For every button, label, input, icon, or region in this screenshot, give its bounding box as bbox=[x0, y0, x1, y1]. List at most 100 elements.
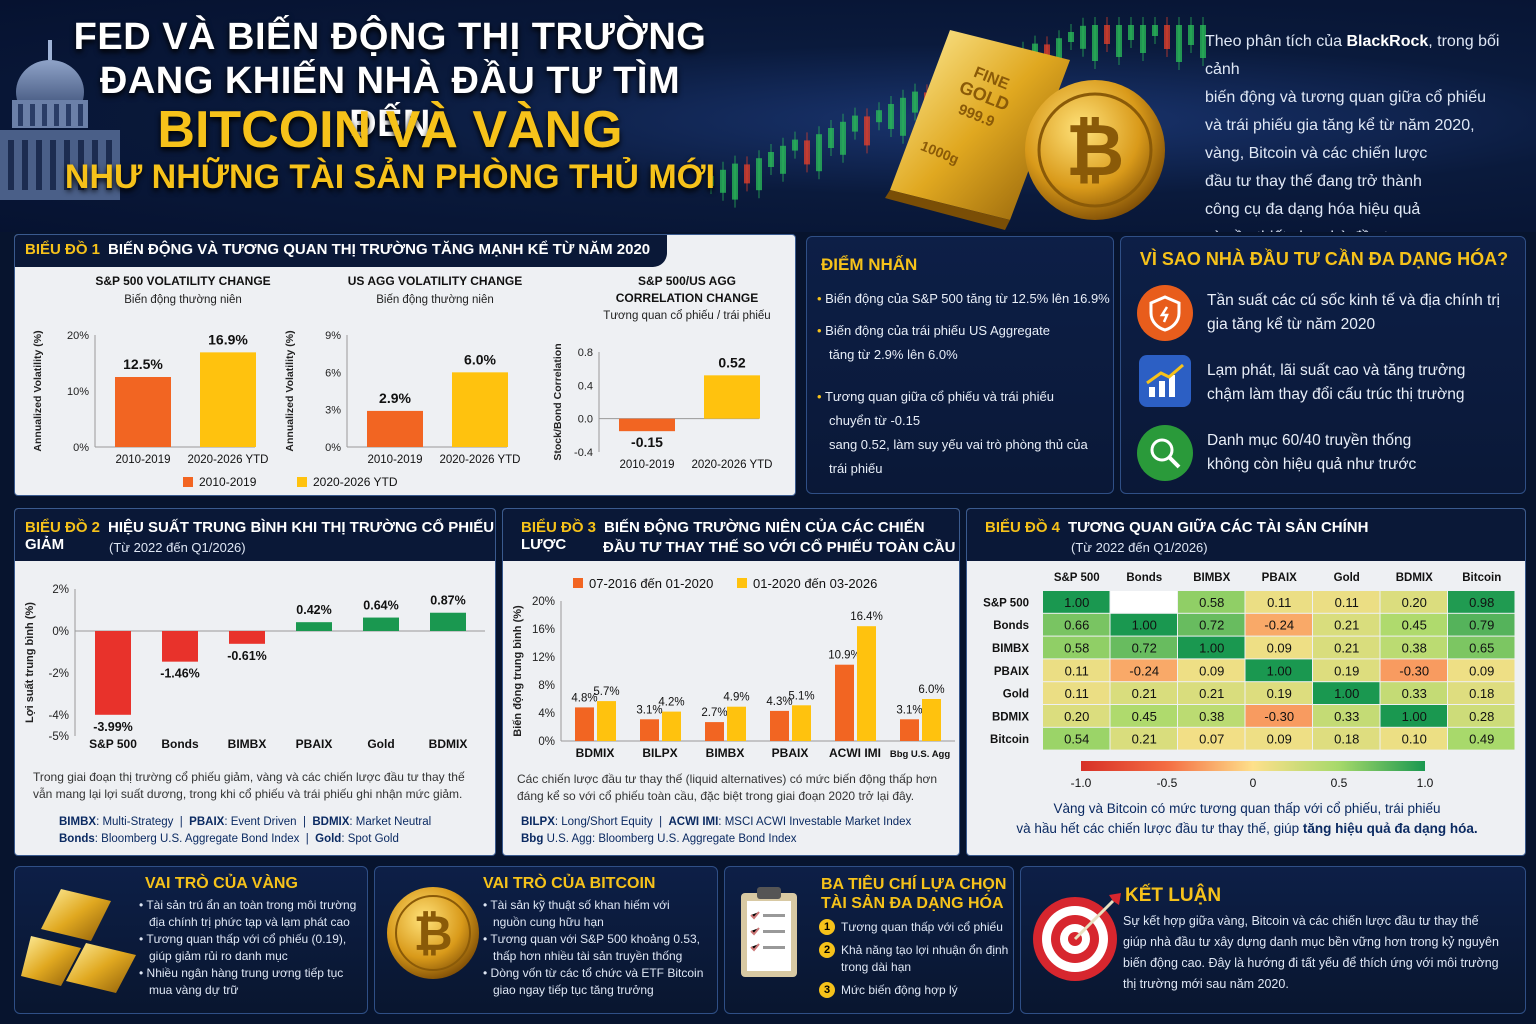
data-label: 3.1% bbox=[896, 704, 922, 716]
bitcoin-icon: ₿ bbox=[387, 887, 479, 979]
gold-role-title: VAI TRÒ CỦA VÀNG bbox=[145, 875, 298, 892]
y-axis-label: Annualized Volatility (%) bbox=[284, 330, 296, 451]
candle-body bbox=[1140, 25, 1146, 53]
data-label: 5.7% bbox=[593, 686, 619, 698]
data-label: 2.7% bbox=[701, 707, 727, 719]
candle-body bbox=[900, 97, 906, 136]
hero-title-line3: BITCOIN VÀ VÀNG bbox=[157, 101, 623, 159]
heatmap-row-label: Gold bbox=[1003, 689, 1029, 701]
conclusion-text: Sự kết hợp giữa vàng, Bitcoin và các chi… bbox=[1123, 914, 1499, 991]
candle-body bbox=[720, 169, 726, 193]
heatmap-value: 0.54 bbox=[1064, 732, 1089, 747]
heatmap-cell bbox=[1110, 591, 1177, 613]
candle-body bbox=[852, 115, 858, 132]
heatmap-value: 1.00 bbox=[1402, 709, 1427, 724]
bar bbox=[367, 410, 423, 447]
heatmap-cell bbox=[1380, 682, 1447, 704]
legend-label: 07-2016 đến 01-2020 bbox=[589, 576, 713, 591]
y-tick-label: -0.4 bbox=[574, 447, 593, 459]
bar bbox=[704, 375, 760, 419]
heatmap-value: 1.00 bbox=[1334, 686, 1359, 701]
heatmap-row-label: BDMIX bbox=[992, 711, 1029, 723]
bar bbox=[770, 710, 789, 741]
chart2-caption: Trong giai đoạn thị trường cổ phiếu giảm… bbox=[33, 770, 465, 801]
candle-body bbox=[840, 121, 846, 155]
data-label: 0.87% bbox=[430, 594, 465, 608]
candle-body bbox=[876, 110, 882, 123]
legend-swatch bbox=[183, 477, 193, 487]
heatmap-row-label: PBAIX bbox=[994, 666, 1029, 678]
candle-body bbox=[1056, 38, 1062, 66]
heatmap-value: -0.24 bbox=[1129, 663, 1159, 678]
btc-role-panel: ₿ VAI TRÒ CỦA BITCOIN • Tài sản kỹ thuật… bbox=[374, 866, 718, 1014]
heatmap-value: 0.21 bbox=[1334, 641, 1359, 656]
heatmap-value: 0.19 bbox=[1334, 663, 1359, 678]
heatmap-cell bbox=[1380, 613, 1447, 636]
y-tick-label: 0.8 bbox=[578, 347, 593, 359]
data-label: 5.1% bbox=[788, 690, 814, 702]
why-panel: VÌ SAO NHÀ ĐẦU TƯ CẦN ĐA DẠNG HÓA? Tần s… bbox=[1120, 236, 1526, 494]
heatmap-value: 1.00 bbox=[1064, 595, 1089, 610]
heatmap-cell bbox=[1110, 613, 1177, 636]
bar bbox=[430, 612, 466, 631]
heatmap-cell bbox=[1178, 659, 1245, 682]
y-axis-label: Annualized Volatility (%) bbox=[32, 330, 44, 451]
heatmap-value: 0.72 bbox=[1199, 618, 1224, 633]
heatmap-cell bbox=[1178, 591, 1245, 613]
y-tick-label: 0% bbox=[73, 442, 89, 454]
mini-chart-title: S&P 500 VOLATILITY CHANGE bbox=[95, 274, 270, 288]
legend-label: 2010-2019 bbox=[199, 475, 257, 489]
heatmap-col-label: BIMBX bbox=[1193, 572, 1230, 584]
y-tick-label: 10% bbox=[67, 386, 89, 398]
candle-body bbox=[912, 91, 918, 113]
heatmap-col-label: Bitcoin bbox=[1462, 572, 1501, 584]
x-tick-label: 2010-2019 bbox=[116, 454, 171, 466]
btc-role-list: • Tài sản kỹ thuật số khan hiếm với nguồn… bbox=[483, 898, 704, 997]
heatmap-value: 0.45 bbox=[1132, 709, 1157, 724]
y-tick-label: 0.4 bbox=[578, 380, 593, 392]
x-tick-label: 2010-2019 bbox=[368, 454, 423, 466]
heatmap-value: 0.11 bbox=[1267, 595, 1291, 610]
heatmap-value: 0.11 bbox=[1335, 595, 1359, 610]
bar bbox=[452, 372, 508, 447]
data-label: 16.9% bbox=[208, 331, 248, 347]
x-tick-label: PBAIX bbox=[772, 746, 809, 760]
heatmap-cell bbox=[1110, 636, 1177, 659]
bar bbox=[922, 699, 941, 741]
heatmap-cell bbox=[1313, 727, 1380, 750]
heatmap-cell bbox=[1043, 591, 1110, 613]
heatmap-cell bbox=[1448, 682, 1515, 704]
chart2-subtitle: (Từ 2022 đến Q1/2026) bbox=[109, 540, 246, 555]
candle-body bbox=[1116, 25, 1122, 57]
chart3-svg: 07-2016 đến 01-2020 01-2020 đến 03-2026 0%… bbox=[512, 576, 955, 760]
candle-body bbox=[816, 134, 822, 172]
data-label: 0.52 bbox=[718, 354, 745, 370]
hero-intro: Theo phân tích của BlackRock, trong bối … bbox=[1205, 33, 1500, 232]
heatmap-cell bbox=[1110, 659, 1177, 682]
y-axis-label: Biến động trung bình (%) bbox=[512, 605, 524, 737]
candle-body bbox=[1044, 44, 1050, 59]
heatmap-cell bbox=[1110, 727, 1177, 750]
criteria-panel: BA TIÊU CHÍ LỰA CHỌN TÀI SẢN ĐA DẠNG HÓA … bbox=[724, 866, 1014, 1014]
x-tick-label: Bbg U.S. Agg bbox=[890, 749, 951, 760]
magnifier-icon bbox=[1137, 425, 1193, 481]
y-tick-label: 3% bbox=[325, 405, 341, 417]
chart3-title-line2: ĐẦU TƯ THAY THẾ SO VỚI CỔ PHIẾU TOÀN CẦU bbox=[603, 539, 956, 556]
heatmap-value: 0.09 bbox=[1199, 663, 1224, 678]
heatmap-value: 0.19 bbox=[1267, 686, 1292, 701]
candle-body bbox=[768, 152, 774, 167]
heatmap-value: 0.11 bbox=[1065, 663, 1089, 678]
data-label: 6.0% bbox=[464, 351, 496, 367]
chart4-title: BIỂU ĐỒ 4 TƯƠNG QUAN GIỮA CÁC TÀI SẢN CHÍ… bbox=[985, 519, 1369, 536]
why-item-1: Tần suất các cú sốc kinh tế và địa chính… bbox=[1207, 292, 1500, 333]
svg-text:₿: ₿ bbox=[1066, 111, 1125, 191]
scale-tick-label: 0 bbox=[1250, 776, 1257, 790]
gold-bar-icon: FINE GOLD 999.9 1000g bbox=[885, 30, 1070, 230]
bitcoin-coin-icon: ₿ bbox=[1025, 80, 1165, 220]
heatmap-cell bbox=[1380, 591, 1447, 613]
data-label: 4.3% bbox=[766, 696, 792, 708]
heatmap-value: 0.07 bbox=[1199, 732, 1224, 747]
x-tick-label: Gold bbox=[367, 737, 394, 751]
y-tick-label: 2% bbox=[52, 584, 69, 596]
candle-body bbox=[1176, 25, 1182, 62]
